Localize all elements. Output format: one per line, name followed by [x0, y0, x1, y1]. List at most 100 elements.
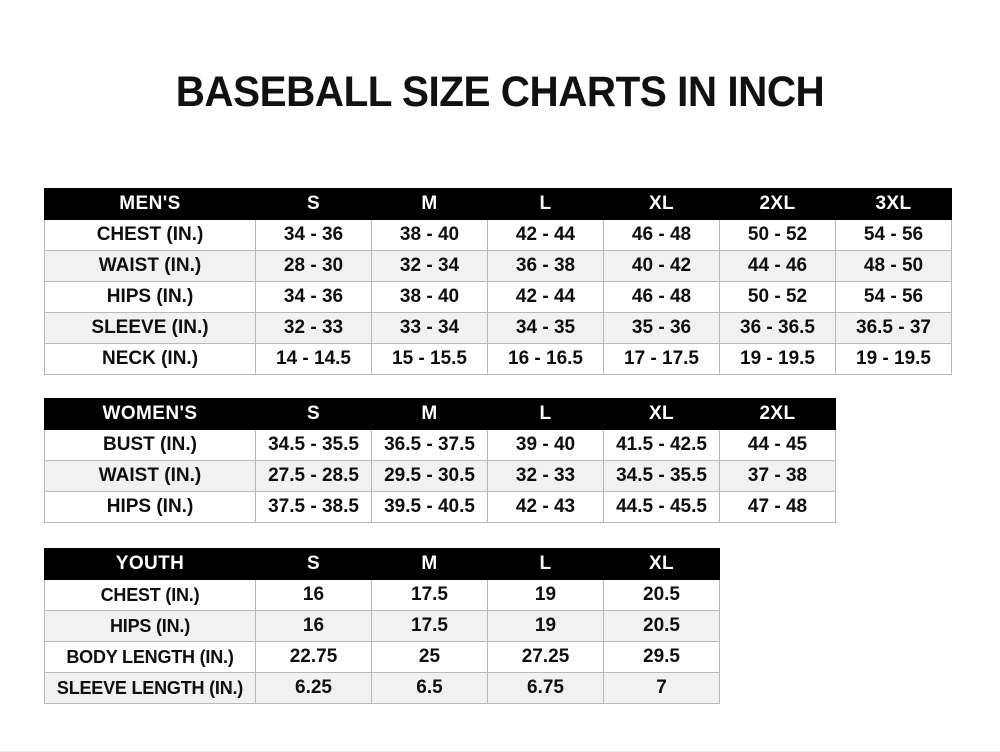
- measurement-value: 20.5: [603, 610, 720, 642]
- measurement-value: 48 - 50: [835, 250, 952, 282]
- measurement-label: WAIST (IN.): [44, 250, 256, 282]
- measurement-label: CHEST (IN.): [44, 579, 256, 611]
- measurement-label: HIPS (IN.): [44, 610, 256, 642]
- column-header-xl: XL: [603, 188, 720, 220]
- measurement-value: 34.5 - 35.5: [603, 460, 720, 492]
- measurement-value: 50 - 52: [719, 281, 836, 313]
- measurement-label: SLEEVE LENGTH (IN.): [44, 672, 256, 704]
- measurement-value: 29.5: [603, 641, 720, 673]
- table-row: HIPS (IN.) 37.5 - 38.5 39.5 - 40.5 42 - 43 4…: [44, 491, 836, 523]
- table-row: BUST (IN.) 34.5 - 35.5 36.5 - 37.5 39 - 40 4…: [44, 429, 836, 461]
- measurement-value: 50 - 52: [719, 219, 836, 251]
- table-row: SLEEVE LENGTH (IN.) 6.25 6.5 6.75 7: [44, 672, 720, 704]
- measurement-value: 22.75: [255, 641, 372, 673]
- measurement-value: 35 - 36: [603, 312, 720, 344]
- measurement-value: 28 - 30: [255, 250, 372, 282]
- measurement-value: 42 - 43: [487, 491, 604, 523]
- measurement-value: 32 - 33: [255, 312, 372, 344]
- measurement-value: 44 - 46: [719, 250, 836, 282]
- women-table-corner-label: WOMEN'S: [44, 398, 256, 430]
- measurement-value: 44 - 45: [719, 429, 836, 461]
- column-header-l: L: [487, 188, 604, 220]
- column-header-l: L: [487, 398, 604, 430]
- measurement-value: 39 - 40: [487, 429, 604, 461]
- table-header-row: WOMEN'S S M L XL 2XL: [44, 398, 836, 430]
- measurement-value: 17.5: [371, 610, 488, 642]
- column-header-3xl: 3XL: [835, 188, 952, 220]
- measurement-value: 38 - 40: [371, 281, 488, 313]
- youth-table-corner-label: YOUTH: [44, 548, 256, 580]
- table-row: HIPS (IN.) 16 17.5 19 20.5: [44, 610, 720, 642]
- measurement-value: 19: [487, 610, 604, 642]
- measurement-value: 6.75: [487, 672, 604, 704]
- measurement-value: 27.25: [487, 641, 604, 673]
- table-row: BODY LENGTH (IN.) 22.75 25 27.25 29.5: [44, 641, 720, 673]
- measurement-value: 16: [255, 579, 372, 611]
- measurement-value: 7: [603, 672, 720, 704]
- table-row: CHEST (IN.) 34 - 36 38 - 40 42 - 44 46 - 48 5…: [44, 219, 952, 251]
- measurement-value: 34 - 36: [255, 219, 372, 251]
- measurement-value: 40 - 42: [603, 250, 720, 282]
- measurement-value: 16 - 16.5: [487, 343, 604, 375]
- measurement-value: 44.5 - 45.5: [603, 491, 720, 523]
- measurement-label: HIPS (IN.): [44, 281, 256, 313]
- measurement-value: 19 - 19.5: [835, 343, 952, 375]
- measurement-value: 38 - 40: [371, 219, 488, 251]
- table-header-row: MEN'S S M L XL 2XL 3XL: [44, 188, 952, 220]
- measurement-value: 47 - 48: [719, 491, 836, 523]
- column-header-xl: XL: [603, 398, 720, 430]
- measurement-value: 42 - 44: [487, 219, 604, 251]
- measurement-label: BODY LENGTH (IN.): [44, 641, 256, 673]
- measurement-value: 36.5 - 37: [835, 312, 952, 344]
- measurement-value: 15 - 15.5: [371, 343, 488, 375]
- youth-size-table-block: YOUTH S M L XL CHEST (IN.) 16 17.5 19 20.5 HIPS (I…: [44, 548, 720, 704]
- table-row: WAIST (IN.) 27.5 - 28.5 29.5 - 30.5 32 - 33…: [44, 460, 836, 492]
- men-table-corner-label: MEN'S: [44, 188, 256, 220]
- column-header-m: M: [371, 188, 488, 220]
- table-row: CHEST (IN.) 16 17.5 19 20.5: [44, 579, 720, 611]
- measurement-value: 17.5: [371, 579, 488, 611]
- measurement-label: NECK (IN.): [44, 343, 256, 375]
- measurement-label: SLEEVE (IN.): [44, 312, 256, 344]
- measurement-label: HIPS (IN.): [44, 491, 256, 523]
- measurement-value: 32 - 33: [487, 460, 604, 492]
- measurement-label: WAIST (IN.): [44, 460, 256, 492]
- mens-size-table: MEN'S S M L XL 2XL 3XL CHEST (IN.) 34 - 36 38 - 4…: [44, 188, 952, 375]
- measurement-value: 54 - 56: [835, 219, 952, 251]
- measurement-value: 36 - 36.5: [719, 312, 836, 344]
- measurement-label: BUST (IN.): [44, 429, 256, 461]
- measurement-value: 29.5 - 30.5: [371, 460, 488, 492]
- measurement-value: 41.5 - 42.5: [603, 429, 720, 461]
- mens-size-table-block: MEN'S S M L XL 2XL 3XL CHEST (IN.) 34 - 36 38 - 4…: [44, 188, 952, 375]
- measurement-value: 17 - 17.5: [603, 343, 720, 375]
- column-header-m: M: [371, 548, 488, 580]
- measurement-value: 19: [487, 579, 604, 611]
- measurement-value: 37 - 38: [719, 460, 836, 492]
- table-header-row: YOUTH S M L XL: [44, 548, 720, 580]
- measurement-value: 27.5 - 28.5: [255, 460, 372, 492]
- measurement-value: 36 - 38: [487, 250, 604, 282]
- womens-size-table: WOMEN'S S M L XL 2XL BUST (IN.) 34.5 - 35.5 36.5…: [44, 398, 836, 523]
- measurement-value: 46 - 48: [603, 281, 720, 313]
- measurement-value: 6.25: [255, 672, 372, 704]
- page-title: BASEBALL SIZE CHARTS IN INCH: [175, 68, 825, 116]
- measurement-value: 34 - 35: [487, 312, 604, 344]
- measurement-value: 14 - 14.5: [255, 343, 372, 375]
- column-header-2xl: 2XL: [719, 398, 836, 430]
- column-header-2xl: 2XL: [719, 188, 836, 220]
- measurement-value: 33 - 34: [371, 312, 488, 344]
- column-header-s: S: [255, 548, 372, 580]
- column-header-l: L: [487, 548, 604, 580]
- measurement-value: 36.5 - 37.5: [371, 429, 488, 461]
- column-header-s: S: [255, 188, 372, 220]
- measurement-value: 32 - 34: [371, 250, 488, 282]
- measurement-label: CHEST (IN.): [44, 219, 256, 251]
- table-row: SLEEVE (IN.) 32 - 33 33 - 34 34 - 35 35 - 36…: [44, 312, 952, 344]
- measurement-value: 20.5: [603, 579, 720, 611]
- measurement-value: 34.5 - 35.5: [255, 429, 372, 461]
- measurement-value: 25: [371, 641, 488, 673]
- table-row: WAIST (IN.) 28 - 30 32 - 34 36 - 38 40 - 42 4…: [44, 250, 952, 282]
- column-header-s: S: [255, 398, 372, 430]
- youth-size-table: YOUTH S M L XL CHEST (IN.) 16 17.5 19 20.5 HIPS (I…: [44, 548, 720, 704]
